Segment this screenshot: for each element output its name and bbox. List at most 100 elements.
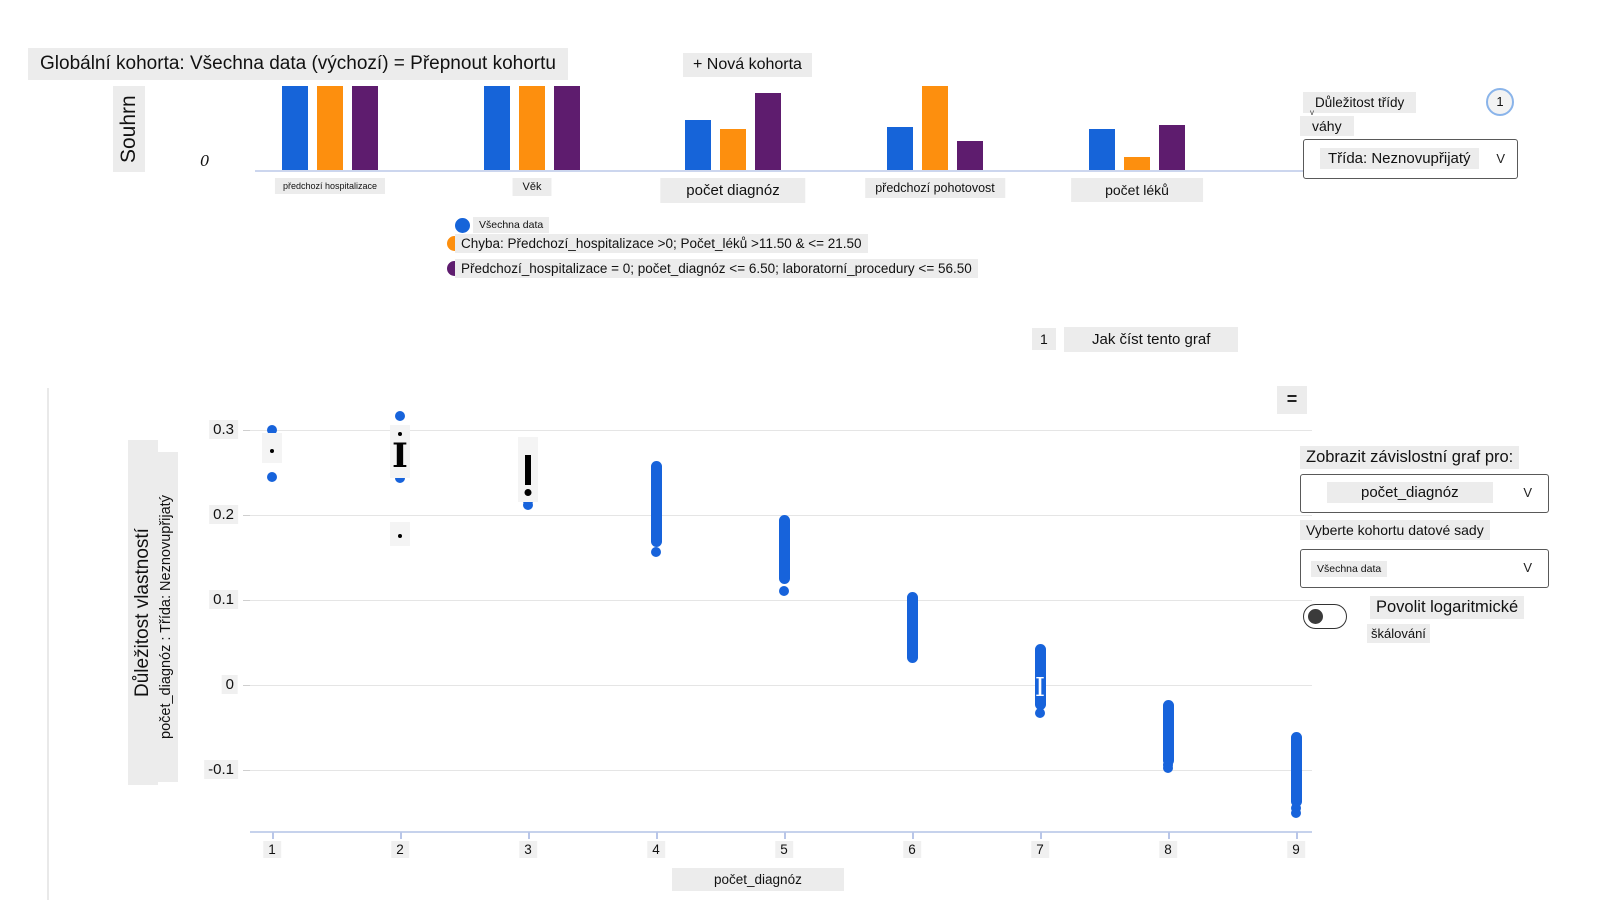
bar-0-0 <box>282 86 308 170</box>
overlay-box <box>262 433 282 464</box>
class-select-dropdown[interactable]: Třída: Neznovupřijatý V <box>1303 139 1518 179</box>
scatter-dot-x3 <box>523 499 533 510</box>
scatter-dot-x1 <box>267 471 277 482</box>
legend-item-1[interactable]: Chyba: Předchozí_hospitalizace >0; Počet… <box>455 234 868 253</box>
bar-1-4 <box>1124 157 1150 170</box>
overlay-dot <box>398 534 402 539</box>
ytick-dash <box>243 770 250 771</box>
bar-2-1 <box>554 86 580 170</box>
x-tick-label: 8 <box>1159 841 1177 858</box>
y-tick-label: 0.3 <box>209 420 238 439</box>
x-axis-title: počet_diagnóz <box>672 868 844 891</box>
y-tick-label: -0.1 <box>204 760 238 779</box>
bar-0-3 <box>887 127 913 170</box>
gridline-y-0 <box>250 685 1312 686</box>
x-tick-label: 4 <box>647 841 665 858</box>
bar-0-2 <box>685 120 711 170</box>
bar-2-3 <box>957 141 983 170</box>
legend-item-2[interactable]: Předchozí_hospitalizace = 0; počet_diagn… <box>455 259 978 278</box>
y-axis-title: Důležitost vlastností <box>128 440 158 785</box>
y-tick-label: 0.1 <box>209 590 238 609</box>
log-scale-label-line1: Povolit logaritmické <box>1370 596 1525 619</box>
scatter-dot-x5 <box>779 585 789 596</box>
text-cursor-icon: I <box>1034 672 1046 703</box>
x-tick-label: 3 <box>519 841 537 858</box>
xtick-dash <box>400 832 402 839</box>
xtick-dash <box>1040 832 1042 839</box>
y-tick-label: 0 <box>221 675 238 694</box>
ytick-dash <box>243 600 250 601</box>
bar-0-1 <box>484 86 510 170</box>
class-select-value: Třída: Neznovupřijatý <box>1320 148 1479 169</box>
legend-item-0[interactable]: Všechna data <box>473 217 550 233</box>
ytick-dash <box>243 430 250 431</box>
scatter-strip-x7 <box>1034 644 1046 711</box>
bar-2-4 <box>1159 125 1185 170</box>
howto-badge: 1 <box>1032 328 1056 350</box>
scatter-strip-x9 <box>1290 731 1302 808</box>
overlay-dot <box>270 449 274 454</box>
scatter-dot-x9 <box>1291 808 1301 819</box>
info-badge-circle[interactable]: 1 <box>1486 88 1514 116</box>
overlay-dot <box>524 489 532 497</box>
scatter-dot-x7 <box>1035 708 1045 719</box>
x-tick-label: 1 <box>263 841 281 858</box>
bar-category-label: počet diagnóz <box>660 178 806 203</box>
scatter-strip-x8 <box>1162 700 1174 767</box>
xtick-dash <box>912 832 914 839</box>
x-axis-line <box>250 831 1312 833</box>
overlay-box: I <box>390 424 410 478</box>
bar-2-2 <box>755 93 781 170</box>
scatter-dot-x1 <box>267 425 277 435</box>
bar-chart-baseline <box>255 170 1312 172</box>
overlay-box <box>390 521 410 546</box>
xtick-dash <box>1168 832 1170 839</box>
gridline-y--0.1 <box>250 770 1312 771</box>
xtick-dash <box>528 832 530 839</box>
feature-select-dropdown[interactable]: počet_diagnóz V <box>1300 474 1549 513</box>
xtick-dash <box>656 832 658 839</box>
x-tick-label: 9 <box>1287 841 1305 858</box>
xtick-dash <box>1296 832 1298 839</box>
bar-category-label: Věk <box>512 178 552 196</box>
overlay-box <box>518 436 538 503</box>
x-tick-label: 7 <box>1031 841 1049 858</box>
bar-category-label: počet léků <box>1071 178 1203 202</box>
gridline-y-0.3 <box>250 430 1312 431</box>
weights-label[interactable]: váhy <box>1300 116 1354 136</box>
summary-tab-label: Souhrn <box>113 86 145 172</box>
legend-swatch-0 <box>455 218 470 233</box>
log-scale-toggle[interactable] <box>1303 604 1347 629</box>
y-axis-subtitle: počet_diagnóz : Třída: Neznovupřijatý <box>155 452 178 782</box>
bar-category-label: předchozí pohotovost <box>865 178 1005 198</box>
scatter-dot-x8 <box>1163 763 1173 774</box>
ytick-dash <box>243 515 250 516</box>
howto-button[interactable]: Jak číst tento graf <box>1064 327 1239 352</box>
ytick-dash <box>243 685 250 686</box>
left-divider <box>47 388 49 900</box>
bar-1-3 <box>922 86 948 170</box>
scatter-dot-x2 <box>395 411 405 422</box>
x-tick-label: 2 <box>391 841 409 858</box>
scatter-dot-x4 <box>651 546 661 557</box>
global-cohort-switcher[interactable]: Globální kohorta: Všechna data (výchozí)… <box>28 48 568 80</box>
cohort-select-dropdown[interactable]: Všechna data V <box>1300 549 1549 588</box>
x-tick-label: 6 <box>903 841 921 858</box>
class-importance-label[interactable]: Důležitost třídy <box>1303 92 1417 113</box>
scatter-strip-x6 <box>906 592 918 663</box>
chevron-down-icon: V <box>1496 151 1505 166</box>
log-scale-label-line2: škálování <box>1367 624 1430 643</box>
gridline-y-0.1 <box>250 600 1312 601</box>
new-cohort-button[interactable]: + Nová kohorta <box>683 53 812 77</box>
scatter-strip-x4 <box>650 460 662 548</box>
overlay-bar <box>525 455 531 486</box>
xtick-dash <box>784 832 786 839</box>
bar-1-2 <box>720 129 746 170</box>
plot-menu-button[interactable]: = <box>1277 386 1307 414</box>
cohort-select-value: Všechna data <box>1311 561 1388 577</box>
xtick-dash <box>272 832 274 839</box>
feature-select-value: počet_diagnóz <box>1327 482 1493 503</box>
scatter-strip-x5 <box>778 515 790 584</box>
dependence-panel-title: Zobrazit závislostní graf pro: <box>1300 446 1520 469</box>
